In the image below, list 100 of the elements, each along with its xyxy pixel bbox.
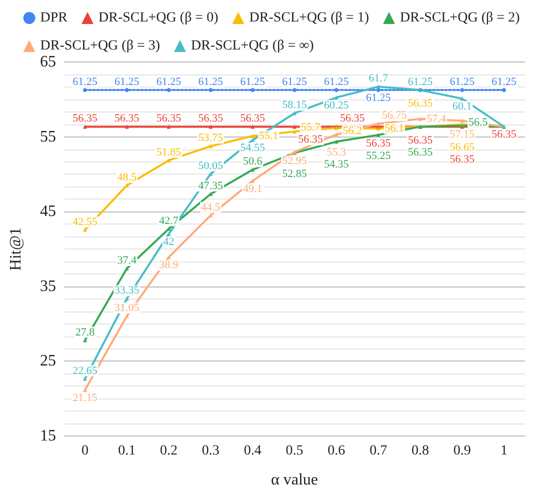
legend-label: DR-SCL+QG (β = 2) <box>400 10 520 26</box>
legend-label: DR-SCL+QG (β = 1) <box>249 10 370 26</box>
legend-label: DR-SCL+QG (β = ∞) <box>191 38 314 54</box>
point <box>376 132 380 137</box>
data-label: 52.85 <box>282 168 308 180</box>
y-tick-label: 45 <box>40 203 56 220</box>
point <box>250 134 255 138</box>
point <box>334 132 338 137</box>
point <box>292 124 296 129</box>
data-label: 50.05 <box>198 160 224 172</box>
data-label: 56.35 <box>408 98 434 110</box>
point <box>82 88 87 92</box>
point <box>82 228 87 232</box>
point <box>292 130 296 134</box>
x-tick-label: 0.2 <box>160 444 178 458</box>
data-label: 54.35 <box>324 158 350 171</box>
point <box>82 338 87 342</box>
data-label: 56.75 <box>382 110 408 122</box>
data-label: 61.25 <box>198 76 224 88</box>
data-label: 53.75 <box>198 132 224 144</box>
point <box>124 88 129 92</box>
data-label: 42.55 <box>72 216 98 228</box>
point <box>124 266 129 270</box>
data-label: 44.5 <box>201 201 221 214</box>
x-tick-label: 0.1 <box>118 444 136 458</box>
data-label: 33.35 <box>114 284 140 297</box>
data-label: 57.15 <box>450 128 476 141</box>
data-label: 56.35 <box>156 112 182 125</box>
data-label: 27.8 <box>75 326 96 338</box>
data-label: 55.25 <box>366 150 392 162</box>
point <box>502 88 506 92</box>
point <box>334 96 338 100</box>
data-label: 51.85 <box>156 146 182 158</box>
data-label: 21.15 <box>72 392 98 404</box>
data-label: 56.2 <box>342 124 362 137</box>
point <box>166 232 171 236</box>
point <box>334 88 338 92</box>
point <box>418 116 422 121</box>
y-tick-label: 35 <box>40 278 56 295</box>
data-label: 56.35 <box>492 128 517 141</box>
data-label: 56.35 <box>450 154 476 166</box>
x-tick-label: 1 <box>500 444 508 458</box>
x-tick-label: 0.6 <box>328 444 346 458</box>
legend-label: DPR <box>40 10 68 26</box>
point <box>292 111 296 116</box>
data-label: 56.35 <box>340 112 366 125</box>
data-label: 60.25 <box>324 100 350 112</box>
point <box>166 88 171 92</box>
data-label: 55.7 <box>300 122 321 134</box>
x-tick-label: 0.7 <box>370 444 388 458</box>
data-label: 49.1 <box>242 182 262 195</box>
point <box>376 88 380 92</box>
data-label: 61.7 <box>368 72 388 85</box>
data-label: 61.25 <box>240 76 266 88</box>
data-label: 60.1 <box>452 100 472 113</box>
point <box>208 88 213 92</box>
point <box>82 376 87 381</box>
point <box>250 88 255 92</box>
data-label: 37.4 <box>117 254 137 266</box>
point <box>166 158 171 162</box>
data-label: 61.25 <box>492 76 517 88</box>
data-label: 61.25 <box>156 76 182 88</box>
data-label: 61.25 <box>408 76 434 88</box>
data-label: 52.95 <box>282 155 308 168</box>
x-tick-label: 0.5 <box>286 444 304 458</box>
x-axis-title: α value <box>270 472 318 488</box>
data-label: 57.4 <box>426 112 446 125</box>
data-label: 42.7 <box>159 214 179 227</box>
data-label: 56.35 <box>114 112 140 125</box>
legend-label: DR-SCL+QG (β = 3) <box>40 38 160 54</box>
data-label: 58.15 <box>282 99 308 112</box>
data-label: 31.05 <box>114 302 140 314</box>
data-label: 56.35 <box>240 112 266 125</box>
data-label: 55.3 <box>326 146 347 159</box>
x-tick-label: 0.9 <box>453 444 471 458</box>
point <box>124 314 129 318</box>
data-label: 61.25 <box>114 76 140 88</box>
data-label: 56.35 <box>72 112 98 125</box>
data-label: 56.35 <box>198 112 224 125</box>
data-label: 50.6 <box>242 156 263 168</box>
point <box>82 388 87 392</box>
data-label: 55.1 <box>258 130 278 142</box>
data-label: 56.1 <box>384 122 404 135</box>
y-axis-title: Hit@1 <box>8 227 24 271</box>
data-label: 56.35 <box>366 138 392 150</box>
x-tick-label: 0.8 <box>411 444 429 458</box>
data-label: 56.35 <box>298 134 324 146</box>
x-tick-label: 0.3 <box>202 444 220 458</box>
data-label: 61.25 <box>72 76 98 88</box>
y-tick-label: 65 <box>40 54 56 70</box>
x-tick-label: 0.4 <box>244 444 262 458</box>
data-label: 61.25 <box>282 76 308 88</box>
point <box>292 88 296 92</box>
data-label: 42 <box>163 236 174 248</box>
data-label: 56.65 <box>450 141 476 154</box>
data-label: 56.5 <box>468 116 488 129</box>
data-label: 54.55 <box>240 142 266 154</box>
data-label: 48.5 <box>117 171 137 184</box>
legend-label: DR-SCL+QG (β = 0) <box>98 10 219 26</box>
data-label: 38.9 <box>159 259 179 272</box>
